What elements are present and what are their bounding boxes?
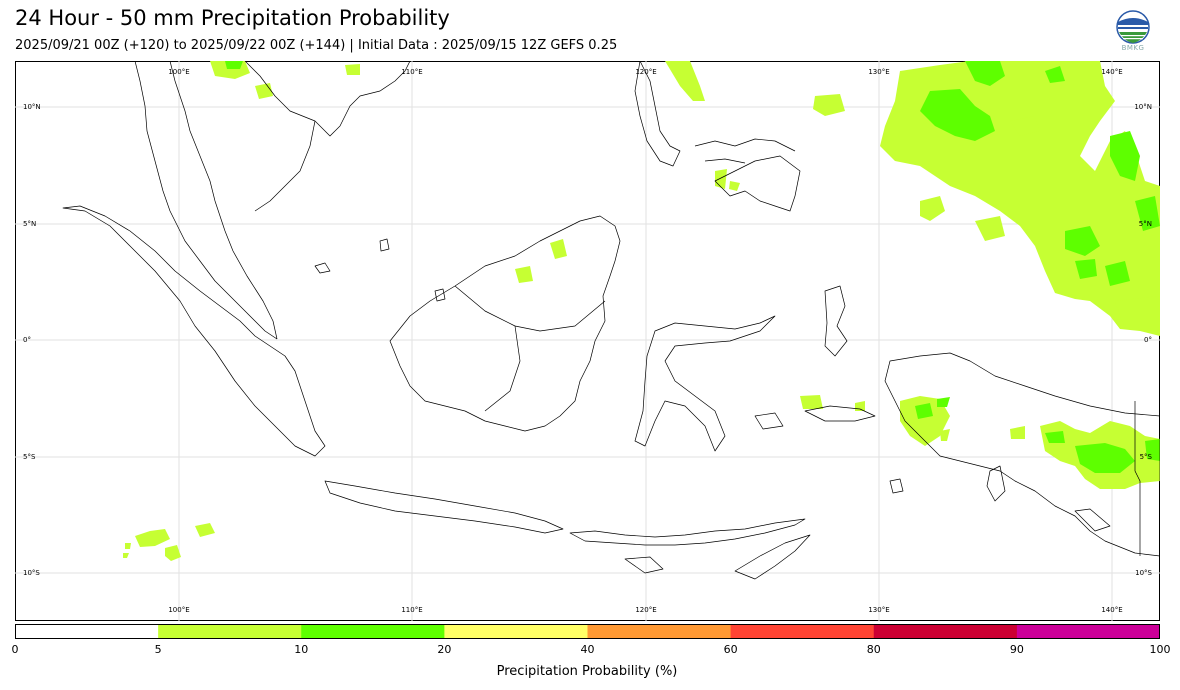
colorbar-segment	[730, 624, 875, 639]
lon-label-top-2: 110°E	[401, 68, 422, 76]
colorbar-tick-label: 5	[154, 643, 162, 656]
prob-area-5-10-pacific-f	[1010, 116, 1040, 136]
lon-labels-bottom: 100°E 110°E 120°E 130°E 140°E	[168, 606, 1122, 614]
papua-border	[1134, 401, 1141, 556]
lat-label-left-3: 0°	[23, 336, 31, 344]
lat-label-right-2: 5°N	[1139, 220, 1152, 228]
luzon-island	[634, 61, 681, 167]
bmkg-logo	[1114, 10, 1152, 56]
colorbar-tick-label: 40	[580, 643, 595, 656]
page-title: 24 Hour - 50 mm Precipitation Probabilit…	[15, 6, 450, 30]
colorbar-frame	[15, 624, 1160, 639]
java-island	[324, 480, 564, 534]
prob-area-10-20-papua	[1045, 431, 1160, 473]
colorbar-segment	[587, 624, 732, 639]
sumba-island	[624, 556, 664, 574]
malay-peninsula-east	[169, 61, 278, 340]
sulawesi-island	[634, 315, 776, 452]
forecast-period-subtitle: 2025/09/21 00Z (+120) to 2025/09/22 00Z …	[15, 38, 618, 53]
lat-label-right-3: 0°	[1144, 336, 1152, 344]
lon-label-top-5: 140°E	[1101, 68, 1122, 76]
papua-island	[884, 352, 1160, 557]
bmkg-logo-text: BMKG	[1121, 44, 1145, 52]
indochina-coast	[134, 61, 278, 340]
sumatra-island	[62, 205, 326, 457]
lat-label-right-5: 10°S	[1135, 569, 1152, 577]
colorbar-tick-label: 10	[294, 643, 309, 656]
lon-label-bottom-1: 100°E	[168, 606, 189, 614]
colorbar-tick-label: 90	[1009, 643, 1024, 656]
prob-area-5-10-borneo	[515, 239, 567, 283]
borneo-borders	[454, 285, 606, 412]
indonesia-probability-map: 100°E 110°E 120°E 130°E 140°E 100°E 110°…	[15, 61, 1160, 621]
prob-area-10-20-indochina	[225, 61, 243, 69]
lat-label-right-4: 5°S	[1140, 453, 1153, 461]
lon-label-top-3: 120°E	[635, 68, 656, 76]
colorbar-label: Precipitation Probability (%)	[496, 664, 678, 679]
lat-label-left-1: 10°N	[23, 103, 41, 111]
lat-label-left-2: 5°N	[23, 220, 36, 228]
vietnam-coast-south	[254, 120, 316, 212]
visayas-islands	[694, 138, 796, 164]
lon-label-bottom-3: 120°E	[635, 606, 656, 614]
prob-area-5-10-pacific-c	[975, 216, 1005, 241]
lon-label-bottom-4: 130°E	[868, 606, 889, 614]
colorbar-segment	[1016, 624, 1160, 639]
lat-label-right-1: 10°N	[1134, 103, 1152, 111]
prob-area-5-10-pacific-b	[920, 196, 945, 221]
colorbar-segment	[444, 624, 589, 639]
prob-area-10-20-pacific	[920, 61, 1160, 286]
lon-labels-top: 100°E 110°E 120°E 130°E 140°E	[168, 68, 1122, 76]
lon-label-top-1: 100°E	[168, 68, 189, 76]
colorbar-tick-label: 20	[437, 643, 452, 656]
lon-label-top-4: 130°E	[868, 68, 889, 76]
land-outlines	[62, 61, 1160, 580]
vietnam-coast	[244, 61, 411, 137]
prob-area-10-20-maluku	[915, 397, 950, 419]
lon-label-bottom-2: 110°E	[401, 606, 422, 614]
lesser-sunda	[569, 518, 806, 546]
lon-label-bottom-5: 140°E	[1101, 606, 1122, 614]
timor-island	[734, 534, 811, 580]
colorbar-segment	[158, 624, 302, 639]
borneo-island	[389, 215, 621, 432]
lat-label-left-4: 5°S	[23, 453, 36, 461]
lat-labels-left: 10°N 5°N 0° 5°S 10°S	[23, 103, 41, 577]
colorbar-ticks: 0 5 10 20 40 60 80 90 100	[0, 643, 1180, 657]
probability-shading	[123, 61, 1160, 561]
buru-island	[754, 412, 784, 430]
colorbar-tick-label: 0	[11, 643, 19, 656]
small-islands-north	[314, 238, 446, 302]
colorbar-tick-label: 80	[866, 643, 881, 656]
prob-area-5-10-pacific-e	[1115, 296, 1160, 331]
mindanao-island	[714, 155, 801, 212]
colorbar-tick-label: 60	[723, 643, 738, 656]
prob-area-5-10-pacific-d	[813, 94, 845, 116]
lat-label-left-5: 10°S	[23, 569, 40, 577]
small-islands-east	[889, 465, 1111, 532]
halmahera-island	[824, 285, 848, 357]
colorbar-segment	[301, 624, 445, 639]
seram-island	[804, 405, 876, 422]
colorbar-tick-label: 100	[1149, 643, 1171, 656]
prob-area-5-10-indochina	[210, 61, 360, 99]
prob-area-5-10-maluku	[800, 395, 950, 446]
probability-colorbar	[15, 624, 1160, 639]
colorbar-segment	[873, 624, 1018, 639]
colorbar-segment	[15, 624, 159, 639]
lat-labels-right: 10°N 5°N 0° 5°S 10°S	[1134, 103, 1152, 577]
prob-area-5-10-indian-ocean	[123, 523, 215, 561]
